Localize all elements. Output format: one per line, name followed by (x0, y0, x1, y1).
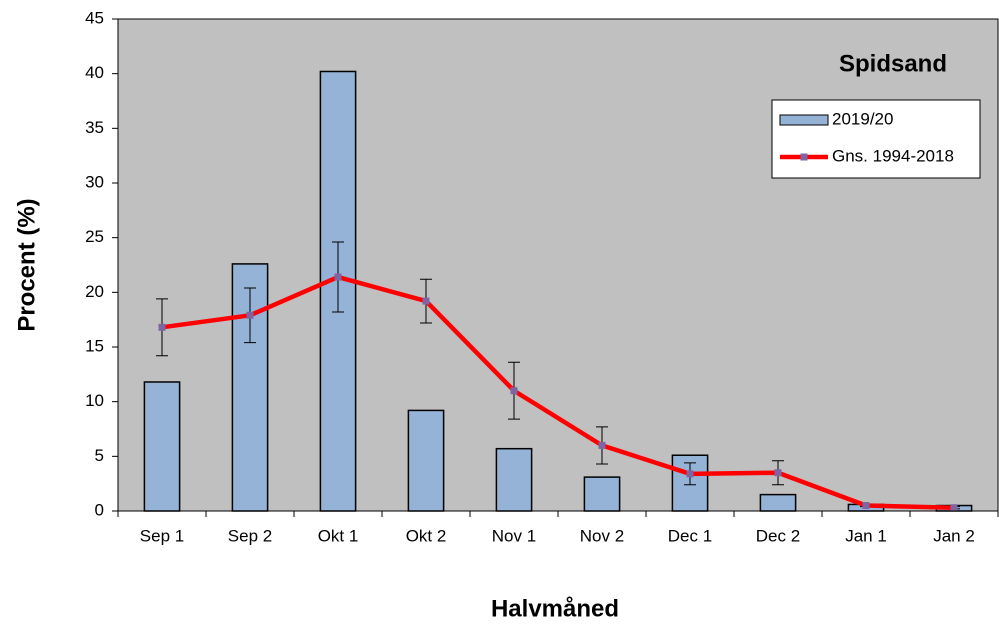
legend-swatch (779, 114, 829, 126)
y-tick-label: 10 (85, 391, 104, 410)
y-axis-label: Procent (%) (13, 198, 40, 331)
x-tick-label: Nov 2 (580, 526, 624, 545)
bar (407, 409, 445, 512)
marker (510, 387, 518, 395)
x-tick-label: Okt 2 (406, 526, 447, 545)
x-tick-label: Dec 1 (668, 526, 712, 545)
y-tick-label: 5 (95, 446, 104, 465)
line (161, 274, 955, 510)
marker (158, 323, 166, 331)
x-tick-label: Jan 1 (845, 526, 887, 545)
x-tick-label: Jan 2 (933, 526, 975, 545)
marker (950, 504, 958, 512)
y-tick-label: 30 (85, 172, 104, 191)
marker (246, 311, 254, 319)
bar (583, 476, 621, 512)
legend-marker (800, 153, 808, 161)
chart-title: Spidsand (839, 50, 947, 77)
marker (598, 441, 606, 449)
x-tick-label: Nov 1 (492, 526, 536, 545)
marker (334, 273, 342, 281)
bar (759, 493, 797, 512)
y-tick-label: 40 (85, 63, 104, 82)
marker (774, 469, 782, 477)
x-tick-label: Sep 1 (140, 526, 184, 545)
marker (422, 297, 430, 305)
x-axis-label: Halvmåned (491, 595, 619, 622)
legend-label: 2019/20 (832, 109, 893, 128)
marker (686, 470, 694, 478)
y-tick-label: 15 (85, 336, 104, 355)
y-tick-label: 35 (85, 118, 104, 137)
y-tick-label: 20 (85, 282, 104, 301)
legend-box (771, 99, 981, 179)
y-tick-label: 25 (85, 227, 104, 246)
marker (862, 502, 870, 510)
legend-label: Gns. 1994-2018 (832, 146, 954, 165)
x-tick-label: Okt 1 (318, 526, 359, 545)
x-tick-label: Dec 2 (756, 526, 800, 545)
bar (143, 381, 181, 512)
y-tick-label: 45 (85, 8, 104, 27)
bar (495, 447, 533, 512)
x-tick-label: Sep 2 (228, 526, 272, 545)
y-tick-label: 0 (95, 500, 104, 519)
